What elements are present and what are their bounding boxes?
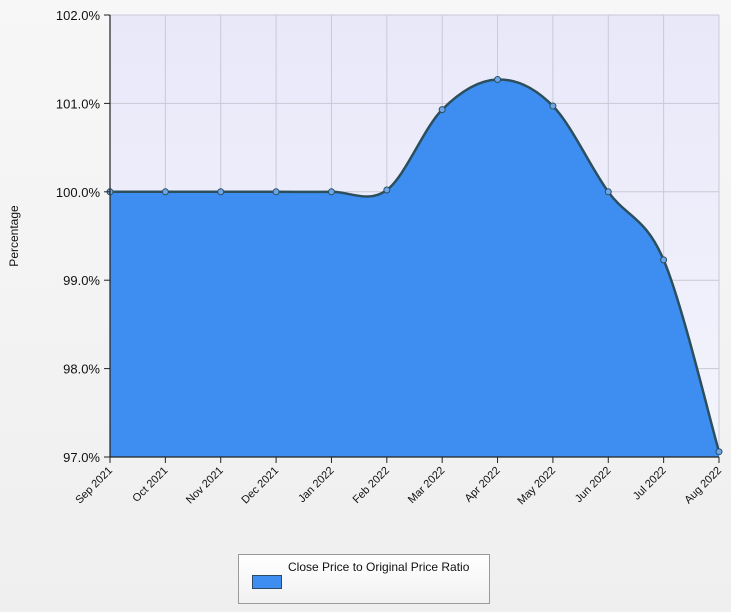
x-tick-label: Jul 2022 xyxy=(631,465,669,503)
x-tick-label: Jan 2022 xyxy=(296,465,336,505)
series-area xyxy=(110,79,719,458)
y-tick-label: 100.0% xyxy=(56,185,101,200)
axes xyxy=(109,15,719,458)
data-point xyxy=(383,186,391,194)
x-tick-label: Aug 2022 xyxy=(682,465,724,507)
y-tick-label: 101.0% xyxy=(56,96,101,111)
legend-label: Close Price to Original Price Ratio xyxy=(288,560,470,574)
legend: Close Price to Original Price Ratio xyxy=(238,554,490,604)
data-points-layer xyxy=(106,76,723,456)
x-tick-label: Nov 2021 xyxy=(184,465,226,507)
x-tick-label: Sep 2021 xyxy=(73,465,115,507)
data-point xyxy=(549,102,557,110)
data-point xyxy=(604,188,612,196)
data-point xyxy=(715,448,723,456)
x-tick-label: Dec 2021 xyxy=(239,465,281,507)
x-tick-label: Jun 2022 xyxy=(573,465,613,505)
y-axis-ticks: 97.0% 98.0% 99.0% 100.0% 101.0% 102.0% xyxy=(56,8,110,465)
y-axis-title: Percentage xyxy=(7,205,21,267)
legend-swatch xyxy=(252,575,282,589)
x-tick-label: May 2022 xyxy=(515,465,558,508)
y-tick-label: 102.0% xyxy=(56,8,101,23)
data-point xyxy=(438,106,446,114)
data-point xyxy=(161,188,169,196)
data-point xyxy=(272,188,280,196)
data-point xyxy=(660,256,668,264)
x-axis-ticks: Sep 2021 Oct 2021 Nov 2021 Dec 2021 Jan 2022… xyxy=(73,457,724,507)
y-tick-label: 97.0% xyxy=(63,450,100,465)
data-point xyxy=(217,188,225,196)
x-tick-label: Oct 2021 xyxy=(130,465,170,505)
data-point xyxy=(494,76,502,84)
y-tick-label: 99.0% xyxy=(63,273,100,288)
x-tick-label: Apr 2022 xyxy=(463,465,503,505)
y-tick-label: 98.0% xyxy=(63,362,100,377)
x-tick-label: Feb 2022 xyxy=(351,465,392,506)
data-point xyxy=(327,188,335,196)
x-tick-label: Mar 2022 xyxy=(406,465,447,506)
